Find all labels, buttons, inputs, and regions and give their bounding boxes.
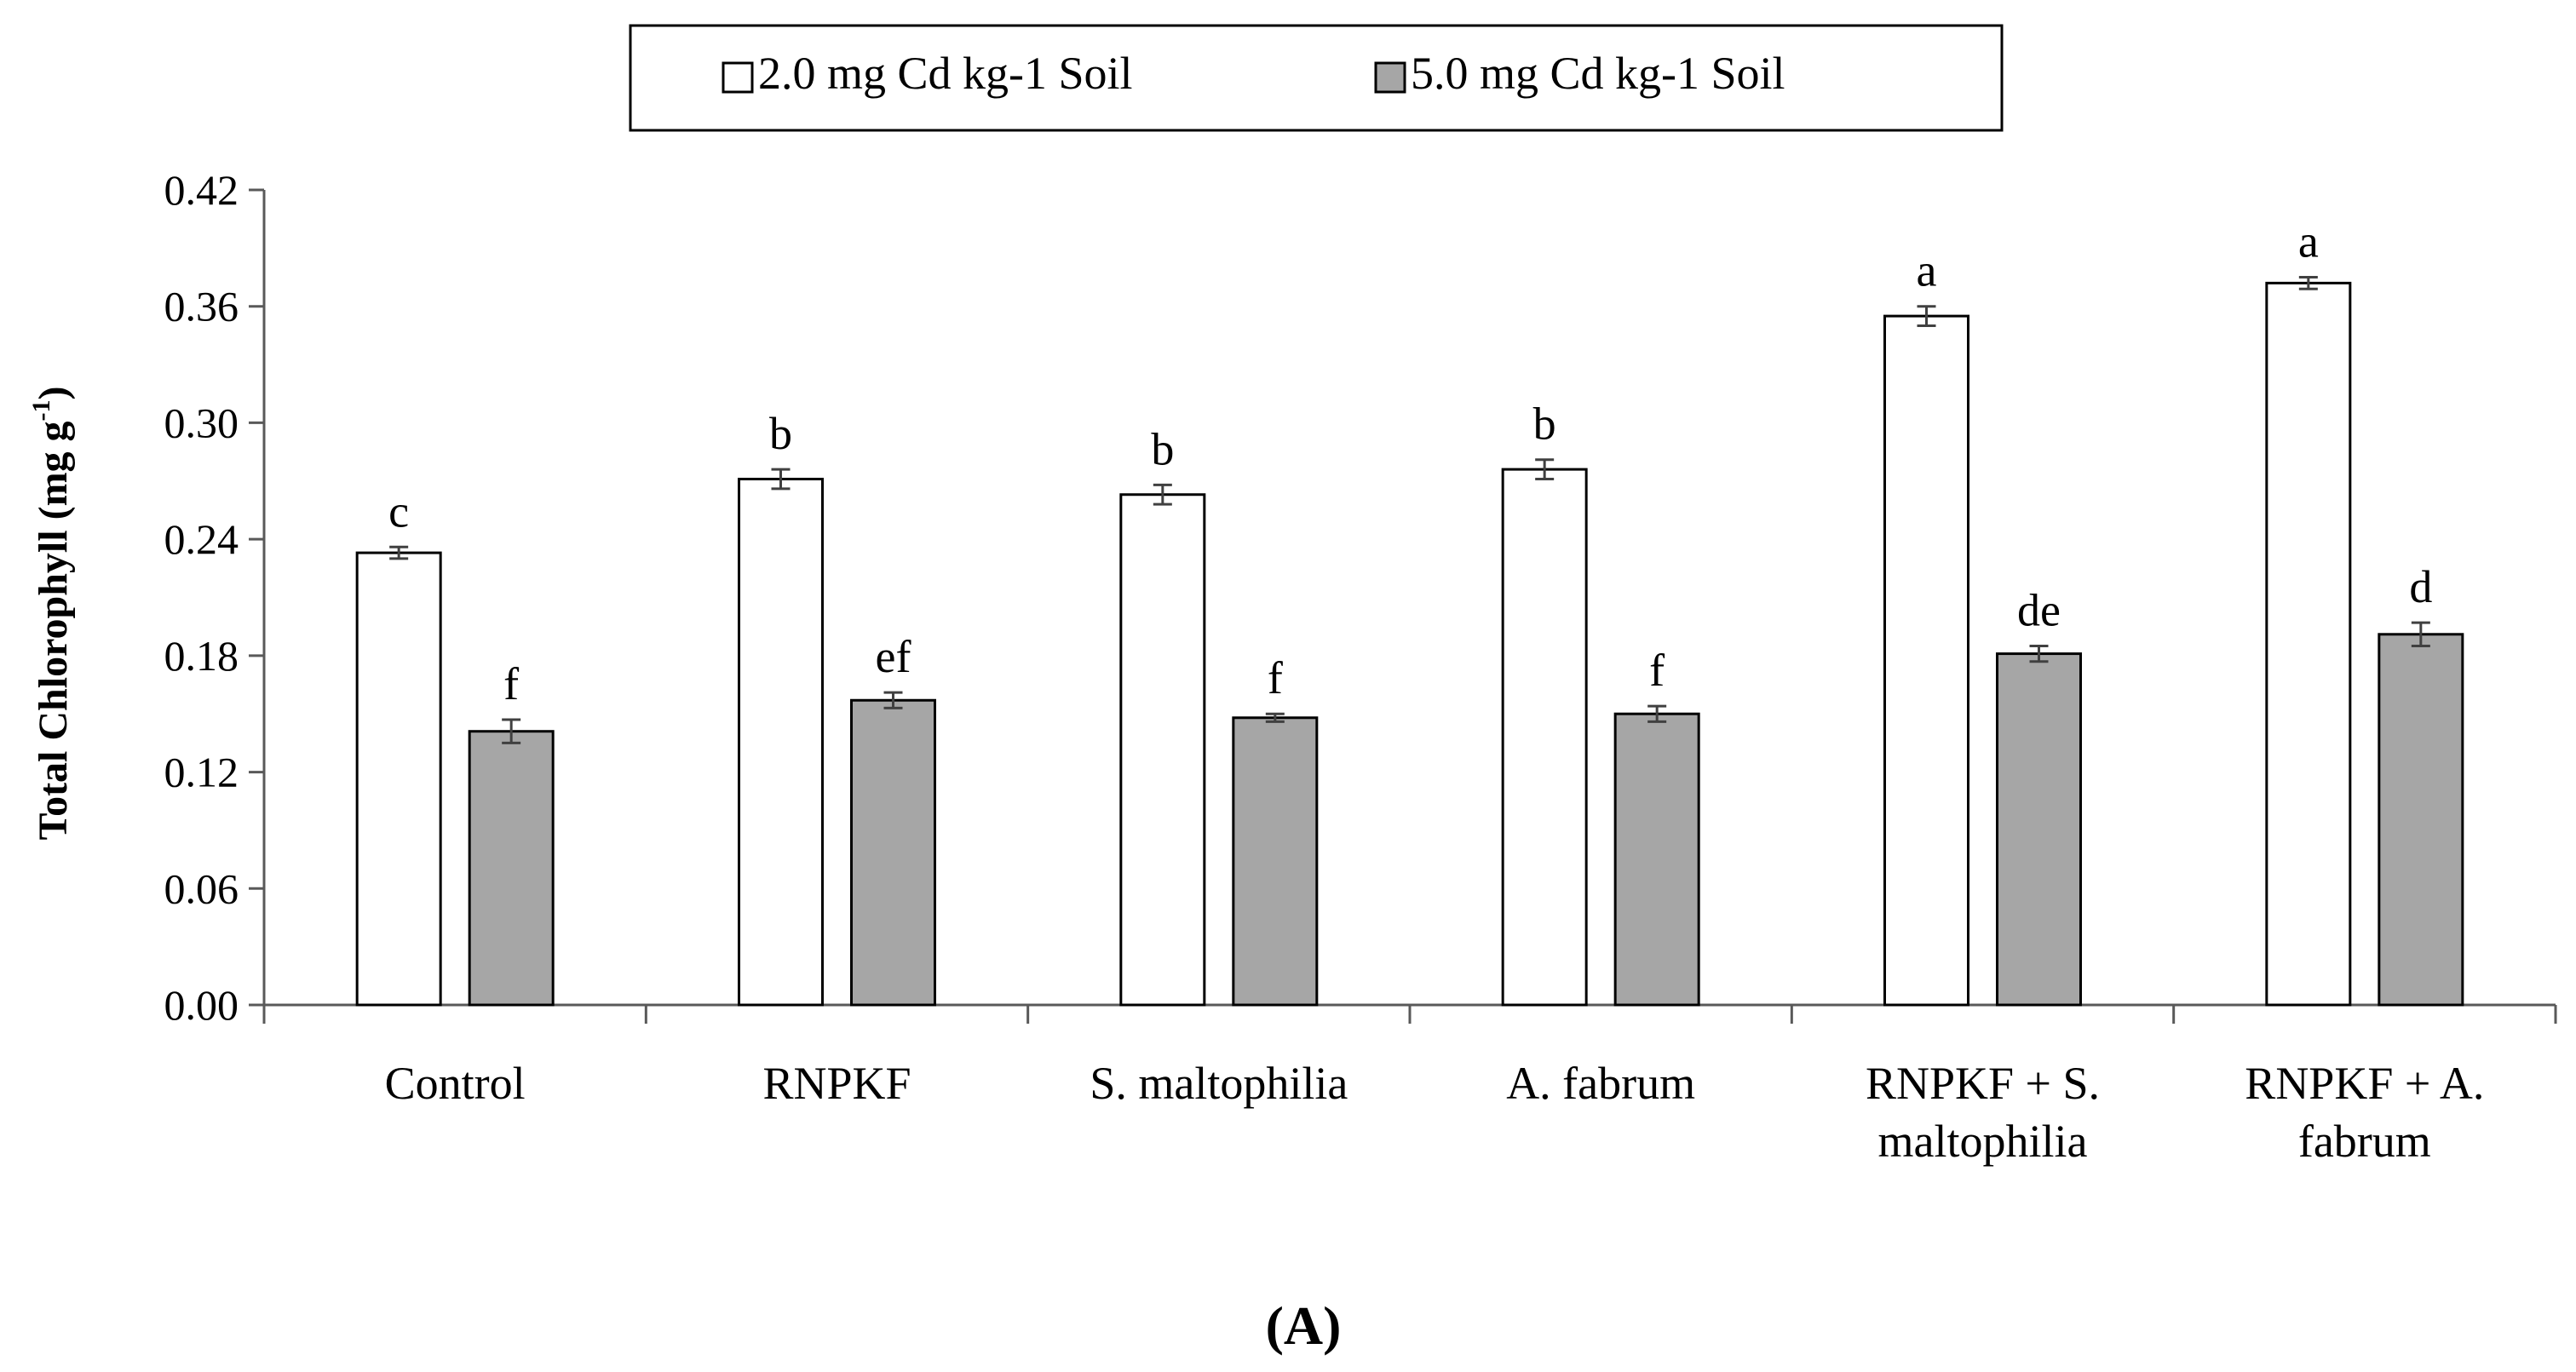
significance-letter-series-1-1: c	[388, 485, 409, 537]
bar-series-1-6	[2265, 281, 2352, 1007]
bars	[355, 281, 2464, 1007]
significance-letter-series-2-1: f	[503, 658, 519, 709]
y-tick-label: 0.36	[164, 283, 239, 330]
bar-series-1-1	[355, 551, 442, 1007]
significance-letters: c b b b a a f ef f f de d	[388, 216, 2432, 710]
legend-label-series-2: 5.0 mg Cd kg-1 Soil	[1411, 48, 1785, 99]
x-category-label-3: S. maltophilia	[1090, 1058, 1348, 1109]
bar-series-1-5	[1883, 314, 1969, 1007]
y-tick-label: 0.18	[164, 632, 239, 680]
significance-letter-series-1-3: b	[1151, 423, 1174, 474]
y-tick-label: 0.12	[164, 749, 239, 796]
bar-series-1-2	[738, 478, 824, 1007]
x-category-label-4: A. fabrum	[1506, 1058, 1695, 1109]
x-category-label-6: fabrum	[2298, 1116, 2431, 1167]
significance-letter-series-1-6: a	[2298, 216, 2319, 267]
x-category-label-5: maltophilia	[1878, 1116, 2088, 1167]
y-axis-label-superscript: -1	[27, 399, 55, 421]
significance-letter-series-2-5: de	[2017, 584, 2061, 635]
x-category-label-1: Control	[385, 1058, 526, 1109]
significance-letter-series-2-3: f	[1268, 652, 1283, 703]
y-axis-label: Total Chlorophyll (mg g-1)	[27, 386, 76, 840]
bar-series-2-5	[1996, 652, 2082, 1007]
bar-series-2-3	[1232, 716, 1319, 1007]
significance-letter-series-1-2: b	[769, 408, 792, 459]
y-tick-label: 0.06	[164, 864, 239, 912]
legend: 2.0 mg Cd kg-1 Soil 5.0 mg Cd kg-1 Soil	[629, 24, 2004, 132]
panel-label: (A)	[1266, 1295, 1342, 1356]
y-axis-label-text: Total Chlorophyll (mg g	[31, 421, 76, 840]
y-tick-label: 0.00	[164, 981, 239, 1029]
significance-letter-series-2-4: f	[1649, 645, 1665, 696]
bar-series-1-3	[1119, 493, 1206, 1007]
bar-series-2-1	[468, 730, 555, 1007]
significance-letter-series-2-6: d	[2409, 561, 2432, 612]
legend-swatch-series-2	[1374, 61, 1406, 94]
bar-series-1-4	[1501, 468, 1588, 1007]
error-bars	[389, 276, 2430, 744]
svg-text:Total Chlorophyll (mg g-1): Total Chlorophyll (mg g-1)	[27, 386, 76, 840]
x-category-label-2: RNPKF	[762, 1058, 911, 1109]
legend-label-series-1: 2.0 mg Cd kg-1 Soil	[758, 48, 1133, 99]
y-tick-label: 0.42	[164, 166, 239, 214]
x-category-label-6: RNPKF + A.	[2245, 1058, 2484, 1109]
significance-letter-series-1-5: a	[1917, 245, 1937, 296]
significance-letter-series-1-4: b	[1533, 399, 1556, 450]
x-axis-labels: Control RNPKF S. maltophilia A. fabrum RNPKF…	[385, 1058, 2485, 1167]
legend-frame	[629, 24, 2004, 132]
x-category-label-5: RNPKF + S.	[1866, 1058, 2100, 1109]
bar-series-2-4	[1613, 712, 1700, 1007]
axes	[262, 190, 2557, 1024]
significance-letter-series-2-2: ef	[876, 631, 911, 682]
y-axis-label-close: )	[31, 386, 76, 399]
y-tick-label: 0.24	[164, 515, 239, 563]
y-tick-label: 0.30	[164, 399, 239, 446]
bar-series-2-2	[850, 698, 936, 1007]
bar-series-2-6	[2378, 633, 2464, 1007]
legend-swatch-series-1	[722, 61, 754, 94]
y-axis-ticks: 0.00 0.06 0.12 0.18 0.24 0.30 0.36 0.42	[164, 166, 264, 1029]
